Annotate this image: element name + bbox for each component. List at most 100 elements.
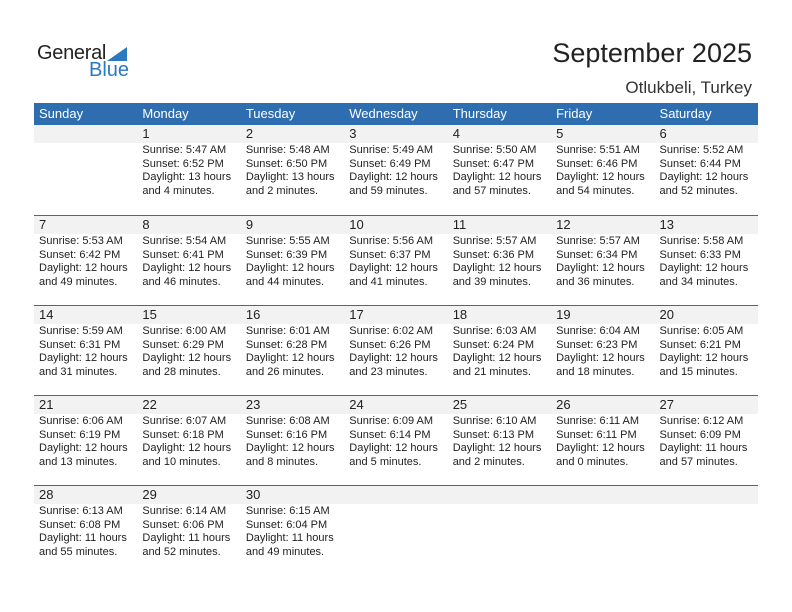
day-number: 22 (137, 396, 241, 414)
day-number: 6 (654, 125, 758, 143)
sunset-text: Sunset: 6:42 PM (39, 248, 121, 261)
day-number: 12 (551, 216, 655, 234)
daylight-text: and 57 minutes. (452, 184, 531, 197)
sunrise-text: Sunrise: 5:51 AM (556, 144, 640, 156)
day-cell: 17 Sunrise: 6:02 AM Sunset: 6:26 PM Dayligh… (344, 306, 448, 395)
weekday-friday: Friday (556, 106, 593, 121)
day-info: Sunrise: 5:47 AM Sunset: 6:52 PM Daylight:… (137, 143, 240, 198)
sunrise-text: Sunrise: 6:09 AM (349, 415, 434, 427)
sunset-text: Sunset: 6:34 PM (556, 248, 638, 261)
sunset-text: Sunset: 6:36 PM (452, 248, 535, 261)
day-cell: 2 Sunrise: 5:48 AM Sunset: 6:50 PM Daylight… (240, 125, 345, 215)
day-info: Sunrise: 6:10 AM Sunset: 6:13 PM Daylight:… (448, 414, 551, 469)
day-number: 29 (137, 486, 241, 504)
daylight-text: and 15 minutes. (659, 365, 738, 378)
sunrise-text: Sunrise: 5:57 AM (556, 235, 640, 247)
daylight-text: and 2 minutes. (245, 184, 318, 197)
day-number: 13 (654, 216, 758, 234)
daylight-text: Daylight: 12 hours (39, 262, 128, 274)
daylight-text: Daylight: 12 hours (39, 442, 128, 454)
day-number (34, 125, 138, 143)
day-cell: 6 Sunrise: 5:52 AM Sunset: 6:44 PM Daylight… (654, 125, 758, 215)
daylight-text: Daylight: 11 hours (245, 532, 334, 544)
day-info: Sunrise: 5:57 AM Sunset: 6:34 PM Daylight:… (551, 234, 654, 289)
daylight-text: Daylight: 12 hours (142, 262, 232, 274)
day-number (654, 486, 758, 504)
day-cell: 25 Sunrise: 6:10 AM Sunset: 6:13 PM Dayligh… (447, 396, 552, 485)
daylight-text: and 46 minutes. (142, 275, 221, 288)
sunset-text: Sunset: 6:28 PM (245, 338, 328, 351)
daylight-text: Daylight: 12 hours (659, 352, 749, 364)
day-info: Sunrise: 5:53 AM Sunset: 6:42 PM Daylight:… (34, 234, 137, 289)
daylight-text: and 36 minutes. (556, 275, 635, 288)
daylight-text: Daylight: 12 hours (452, 262, 542, 274)
sunset-text: Sunset: 6:23 PM (556, 338, 638, 351)
daylight-text: Daylight: 12 hours (452, 171, 542, 183)
daylight-text: and 49 minutes. (245, 545, 325, 558)
day-cell: 14 Sunrise: 5:59 AM Sunset: 6:31 PM Dayligh… (34, 306, 138, 395)
day-cell: 22 Sunrise: 6:07 AM Sunset: 6:18 PM Dayligh… (137, 396, 241, 485)
day-number: 17 (344, 306, 448, 324)
daylight-text: and 21 minutes. (452, 365, 531, 378)
day-info: Sunrise: 5:58 AM Sunset: 6:33 PM Daylight:… (655, 234, 758, 289)
daylight-text: and 8 minutes. (245, 455, 318, 468)
sunrise-text: Sunrise: 5:57 AM (452, 235, 537, 247)
sunset-text: Sunset: 6:09 PM (659, 428, 741, 441)
daylight-text: Daylight: 12 hours (349, 171, 438, 183)
sunrise-text: Sunrise: 5:53 AM (39, 235, 123, 247)
calendar: Sunday Monday Tuesday Wednesday Thursday Frid… (34, 103, 758, 575)
sunrise-text: Sunrise: 6:01 AM (245, 325, 330, 337)
day-number: 19 (551, 306, 655, 324)
sunset-text: Sunset: 6:47 PM (452, 157, 535, 170)
sunrise-text: Sunrise: 5:59 AM (39, 325, 123, 337)
weekday-sunday: Sunday (39, 106, 84, 121)
daylight-text: and 39 minutes. (452, 275, 531, 288)
day-number: 21 (34, 396, 138, 414)
sunrise-text: Sunrise: 6:10 AM (452, 415, 537, 427)
day-cell: 7 Sunrise: 5:53 AM Sunset: 6:42 PM Daylight… (34, 216, 138, 305)
daylight-text: Daylight: 11 hours (142, 532, 231, 544)
daylight-text: and 5 minutes. (349, 455, 422, 468)
day-info: Sunrise: 6:05 AM Sunset: 6:21 PM Daylight:… (655, 324, 758, 379)
day-number: 3 (344, 125, 448, 143)
sunrise-text: Sunrise: 6:00 AM (142, 325, 227, 337)
day-cell: 12 Sunrise: 5:57 AM Sunset: 6:34 PM Dayligh… (551, 216, 655, 305)
daylight-text: and 0 minutes. (556, 455, 629, 468)
day-cell: 20 Sunrise: 6:05 AM Sunset: 6:21 PM Dayligh… (654, 306, 758, 395)
sunrise-text: Sunrise: 6:03 AM (452, 325, 537, 337)
sunrise-text: Sunrise: 6:13 AM (39, 505, 123, 517)
day-info: Sunrise: 5:52 AM Sunset: 6:44 PM Daylight:… (655, 143, 758, 198)
day-cell: 27 Sunrise: 6:12 AM Sunset: 6:09 PM Dayligh… (654, 396, 758, 485)
sunset-text: Sunset: 6:04 PM (245, 518, 328, 531)
sunrise-text: Sunrise: 6:07 AM (142, 415, 227, 427)
day-number: 18 (447, 306, 552, 324)
day-cell: 29 Sunrise: 6:14 AM Sunset: 6:06 PM Dayligh… (137, 486, 241, 575)
day-info: Sunrise: 6:02 AM Sunset: 6:26 PM Daylight:… (344, 324, 447, 379)
sunrise-text: Sunrise: 6:11 AM (556, 415, 640, 427)
daylight-text: and 23 minutes. (349, 365, 428, 378)
logo: General Blue (37, 42, 137, 82)
location: Otlukbeli, Turkey (625, 78, 752, 97)
daylight-text: and 41 minutes. (349, 275, 428, 288)
day-number: 9 (240, 216, 345, 234)
logo-word-general: General (37, 42, 107, 64)
daylight-text: Daylight: 13 hours (142, 171, 232, 183)
sunrise-text: Sunrise: 6:08 AM (245, 415, 330, 427)
sunrise-text: Sunrise: 6:12 AM (659, 415, 744, 427)
day-number (344, 486, 448, 504)
daylight-text: Daylight: 12 hours (556, 262, 645, 274)
day-cell: 18 Sunrise: 6:03 AM Sunset: 6:24 PM Dayligh… (447, 306, 552, 395)
daylight-text: and 49 minutes. (39, 275, 118, 288)
day-info: Sunrise: 6:06 AM Sunset: 6:19 PM Daylight:… (34, 414, 137, 469)
sunset-text: Sunset: 6:50 PM (245, 157, 328, 170)
day-cell: 9 Sunrise: 5:55 AM Sunset: 6:39 PM Daylight… (240, 216, 345, 305)
weekday-wednesday: Wednesday (349, 106, 418, 121)
sunset-text: Sunset: 6:39 PM (245, 248, 328, 261)
daylight-text: Daylight: 12 hours (245, 442, 335, 454)
day-number: 30 (240, 486, 345, 504)
daylight-text: and 59 minutes. (349, 184, 428, 197)
day-cell: 13 Sunrise: 5:58 AM Sunset: 6:33 PM Dayligh… (654, 216, 758, 305)
daylight-text: and 28 minutes. (142, 365, 221, 378)
day-info: Sunrise: 5:56 AM Sunset: 6:37 PM Daylight:… (344, 234, 447, 289)
day-info: Sunrise: 6:12 AM Sunset: 6:09 PM Daylight:… (655, 414, 758, 469)
